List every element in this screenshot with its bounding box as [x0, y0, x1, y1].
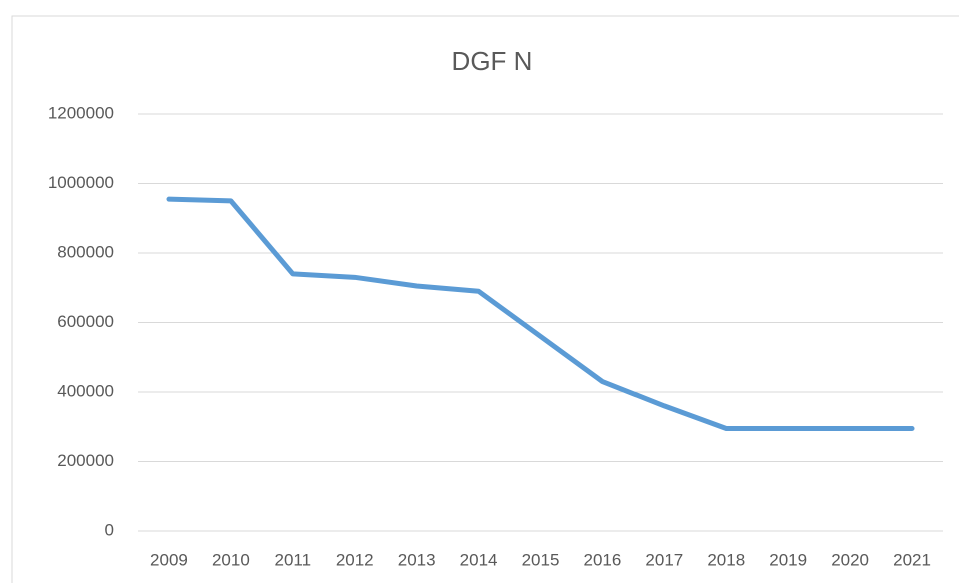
y-tick-label: 600000: [57, 312, 114, 331]
y-tick-label: 1200000: [48, 103, 114, 122]
x-tick-label: 2011: [275, 550, 312, 569]
x-tick-label: 2016: [584, 550, 622, 569]
chart-frame: [11, 15, 959, 583]
x-tick-label: 2015: [522, 550, 560, 569]
x-tick-label: 2020: [831, 550, 869, 569]
x-tick-label: 2012: [336, 550, 374, 569]
x-tick-label: 2014: [460, 550, 498, 569]
x-tick-label: 2009: [150, 550, 188, 569]
x-tick-label: 2013: [398, 550, 436, 569]
x-tick-label: 2017: [645, 550, 683, 569]
y-tick-label: 400000: [57, 381, 114, 400]
y-tick-label: 200000: [57, 451, 114, 470]
x-tick-label: 2019: [769, 550, 807, 569]
x-tick-label: 2018: [707, 550, 745, 569]
data-line: [166, 196, 915, 431]
y-tick-label: 0: [105, 520, 114, 539]
y-tick-label: 800000: [57, 242, 114, 261]
x-tick-label: 2010: [212, 550, 250, 569]
chart-title: DGF N: [452, 46, 533, 76]
x-tick-label: 2021: [893, 550, 931, 569]
y-tick-label: 1000000: [48, 173, 114, 192]
